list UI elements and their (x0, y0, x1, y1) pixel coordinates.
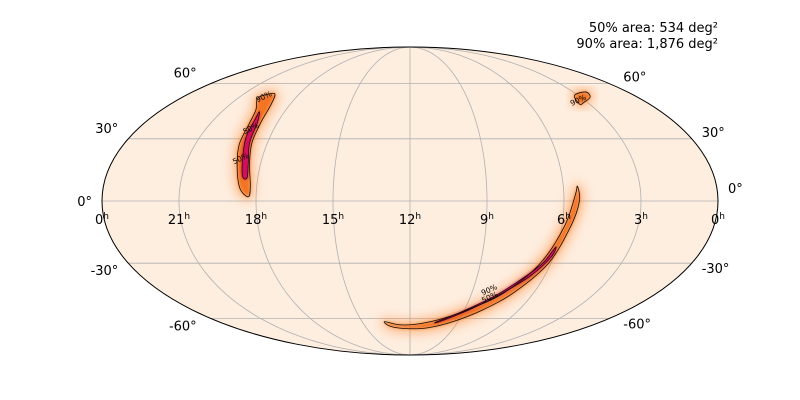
dec-tick-label-left: -30° (91, 264, 119, 279)
dec-tick-label-left: 0° (77, 195, 92, 210)
area-50-annotation: 50% area: 534 deg² (589, 21, 718, 36)
probability-fill (574, 91, 591, 105)
dec-tick-label-right: 30° (702, 126, 725, 141)
dec-tick-label-left: 30° (95, 122, 118, 137)
map-border (101, 46, 719, 356)
probability-regions (234, 88, 594, 332)
ra-tick-label: 0h (711, 212, 725, 228)
graticule (102, 47, 718, 355)
contour-50-line (241, 111, 260, 180)
dec-tick-label-left: 60° (174, 67, 197, 82)
dec-tick-label-right: -60° (623, 317, 651, 332)
dec-tick-label-right: 60° (623, 71, 646, 86)
northeast-patch-region (571, 88, 594, 108)
dec-tick-label-right: -30° (702, 262, 730, 277)
dec-tick-label-left: -60° (169, 319, 197, 334)
contour-90-line (573, 91, 591, 106)
southern-arc-region (381, 183, 583, 332)
contour-90-line (236, 92, 276, 198)
northern-lobe-region (234, 90, 279, 200)
contour-90-line (383, 185, 581, 330)
area-90-annotation: 90% area: 1,876 deg² (576, 37, 718, 52)
dec-tick-label-right: 0° (728, 182, 743, 197)
contour-50-line (434, 246, 557, 324)
